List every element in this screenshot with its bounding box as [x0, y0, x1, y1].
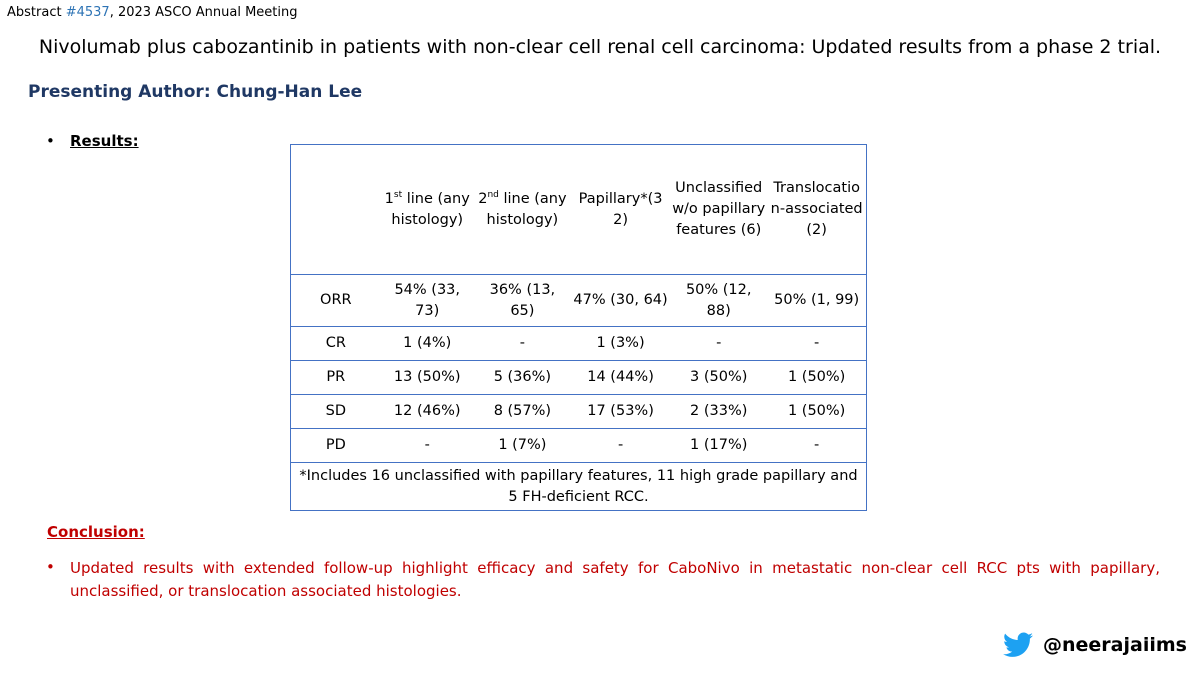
row-label: PR — [289, 360, 381, 395]
header-first-line: 1st line (any histology) — [380, 144, 474, 275]
table-cell: 2 (33%) — [670, 394, 768, 429]
table-cell: - — [380, 428, 474, 463]
table-cell: - — [767, 326, 868, 361]
table-cell: 1 (50%) — [767, 360, 868, 395]
table-cell: 3 (50%) — [670, 360, 768, 395]
table-cell: 50% (12, 88) — [670, 274, 768, 327]
table-cell: 1 (7%) — [473, 428, 571, 463]
row-label: CR — [289, 326, 381, 361]
conclusion-bullet: • — [46, 558, 55, 576]
table-cell: 17 (53%) — [570, 394, 671, 429]
conclusion-text: Updated results with extended follow-up … — [70, 559, 1160, 600]
table-cell: 1 (4%) — [380, 326, 474, 361]
table-cell: 50% (1, 99) — [767, 274, 868, 327]
table-cell: - — [473, 326, 571, 361]
table-cell: 47% (30, 64) — [570, 274, 671, 327]
row-label: SD — [289, 394, 381, 429]
table-cell: 36% (13, 65) — [473, 274, 571, 327]
table-cell: - — [767, 428, 868, 463]
table-footnote: *Includes 16 unclassified with papillary… — [290, 462, 867, 511]
header-papillary: Papillary*(32) — [570, 144, 671, 275]
presenting-author: Presenting Author: Chung-Han Lee — [28, 82, 363, 102]
twitter-handle[interactable]: @neerajaiims — [1003, 630, 1187, 660]
table-row: PD - 1 (7%) - 1 (17%) - — [289, 428, 868, 463]
results-heading: Results: — [70, 132, 139, 150]
header-second-line: 2nd line (any histology) — [473, 144, 571, 275]
table-cell: 1 (3%) — [570, 326, 671, 361]
abstract-number-link[interactable]: #4537 — [65, 5, 110, 20]
row-label: PD — [289, 428, 381, 463]
table-cell: 5 (36%) — [473, 360, 571, 395]
header-unclassified: Unclassified w/o papillary features (6) — [670, 144, 768, 275]
conclusion-heading: Conclusion: — [47, 523, 145, 541]
table-row: SD 12 (46%) 8 (57%) 17 (53%) 2 (33%) 1 (… — [289, 394, 868, 429]
page-title: Nivolumab plus cabozantinib in patients … — [38, 36, 1162, 58]
table-cell: - — [570, 428, 671, 463]
twitter-handle-text: @neerajaiims — [1043, 634, 1187, 656]
table-cell: 1 (50%) — [767, 394, 868, 429]
table-cell: 14 (44%) — [570, 360, 671, 395]
table-row: PR 13 (50%) 5 (36%) 14 (44%) 3 (50%) 1 (… — [289, 360, 868, 395]
table-row: ORR 54% (33, 73) 36% (13, 65) 47% (30, 6… — [289, 274, 868, 327]
results-table: 1st line (any histology) 2nd line (any h… — [289, 144, 868, 511]
table-cell: 13 (50%) — [380, 360, 474, 395]
table-header-row: 1st line (any histology) 2nd line (any h… — [289, 144, 868, 275]
twitter-bird-icon — [1003, 632, 1033, 657]
abstract-meeting: , 2023 ASCO Annual Meeting — [109, 5, 298, 20]
table-cell: - — [670, 326, 768, 361]
abstract-info: Abstract #4537, 2023 ASCO Annual Meeting — [7, 5, 298, 21]
row-label: ORR — [289, 274, 381, 327]
table-cell: 1 (17%) — [670, 428, 768, 463]
abstract-prefix: Abstract — [7, 5, 66, 20]
table-cell: 12 (46%) — [380, 394, 474, 429]
table-footnote-row: *Includes 16 unclassified with papillary… — [290, 462, 867, 511]
header-empty-cell — [289, 144, 381, 275]
table-cell: 8 (57%) — [473, 394, 571, 429]
results-bullet: • — [46, 132, 55, 150]
table-cell: 54% (33, 73) — [380, 274, 474, 327]
header-translocation: Translocation-associated (2) — [767, 144, 868, 275]
table-row: CR 1 (4%) - 1 (3%) - - — [289, 326, 868, 361]
